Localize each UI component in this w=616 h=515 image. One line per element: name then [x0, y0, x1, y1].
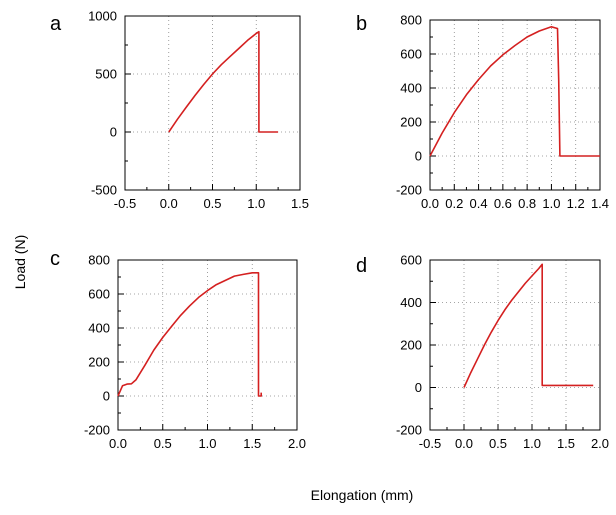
x-tick-label: -0.5 [114, 196, 136, 211]
y-tick-label: 0 [110, 125, 117, 140]
x-tick-label: 1.0 [523, 436, 541, 451]
y-tick-label: -200 [396, 423, 422, 438]
x-axis-title: Elongation (mm) [311, 487, 414, 503]
y-tick-label: -500 [91, 183, 117, 198]
y-tick-label: 0 [415, 380, 422, 395]
x-tick-label: 0.5 [489, 436, 507, 451]
y-tick-label: -200 [84, 423, 110, 438]
chart-panel-b: b 0.0 0.2 0.4 0.6 0.8 1.0 1.2 1.4 -200 0 200 400 600 8… [356, 13, 609, 212]
y-axis-title: Load (N) [12, 235, 28, 289]
x-tick-label: 1.0 [542, 196, 560, 211]
x-tick-label: 1.5 [243, 436, 261, 451]
panel-letter: c [50, 248, 60, 270]
y-tick-label: 600 [400, 253, 422, 268]
x-tick-label: -0.5 [419, 436, 441, 451]
chart-panel-a: a -0.5 0.0 0.5 1.0 1.5 -500 0 500 1000 [50, 9, 309, 212]
y-tick-label: -200 [396, 183, 422, 198]
y-tick-label: 200 [400, 338, 422, 353]
y-tick-label: 1000 [88, 9, 117, 24]
y-tick-label: 500 [95, 67, 117, 82]
panel-letter: a [50, 13, 62, 35]
y-tick-label: 400 [400, 81, 422, 96]
x-tick-label: 0.8 [518, 196, 536, 211]
series-line [117, 271, 263, 397]
x-tick-label: 0.0 [455, 436, 473, 451]
y-tick-label: 800 [400, 13, 422, 28]
x-tick-label: 0.0 [109, 436, 127, 451]
x-tick-label: 0.0 [160, 196, 178, 211]
panel-letter: d [356, 255, 367, 277]
y-tick-label: 400 [88, 321, 110, 336]
chart-panel-c: c 0.0 0.5 1.0 1.5 2.0 -200 0 200 400 600 800 [50, 248, 306, 451]
y-tick-label: 600 [88, 287, 110, 302]
y-tick-label: 400 [400, 295, 422, 310]
x-tick-label: 2.0 [288, 436, 306, 451]
x-tick-label: 1.0 [247, 196, 265, 211]
x-tick-label: 0.5 [154, 436, 172, 451]
x-tick-label: 0.6 [494, 196, 512, 211]
x-tick-label: 0.5 [203, 196, 221, 211]
chart-panel-d: d -0.5 0.0 0.5 1.0 1.5 2.0 -200 0 200 400 600 [356, 253, 609, 452]
x-tick-label: 1.4 [591, 196, 609, 211]
series-line [463, 263, 594, 388]
series-line [168, 30, 279, 133]
y-tick-label: 200 [88, 355, 110, 370]
x-tick-label: 1.2 [567, 196, 585, 211]
y-tick-label: 200 [400, 115, 422, 130]
series-line [429, 25, 600, 157]
plot-frame [124, 15, 301, 191]
x-tick-label: 2.0 [591, 436, 609, 451]
panel-letter: b [356, 13, 367, 35]
x-tick-label: 1.5 [291, 196, 309, 211]
x-tick-label: 1.5 [557, 436, 575, 451]
x-tick-label: 1.0 [198, 436, 216, 451]
y-tick-label: 0 [103, 389, 110, 404]
y-tick-label: 800 [88, 253, 110, 268]
x-tick-label: 0.4 [470, 196, 488, 211]
x-tick-label: 0.0 [421, 196, 439, 211]
y-tick-label: 0 [415, 149, 422, 164]
y-tick-label: 600 [400, 47, 422, 62]
x-tick-label: 0.2 [445, 196, 463, 211]
